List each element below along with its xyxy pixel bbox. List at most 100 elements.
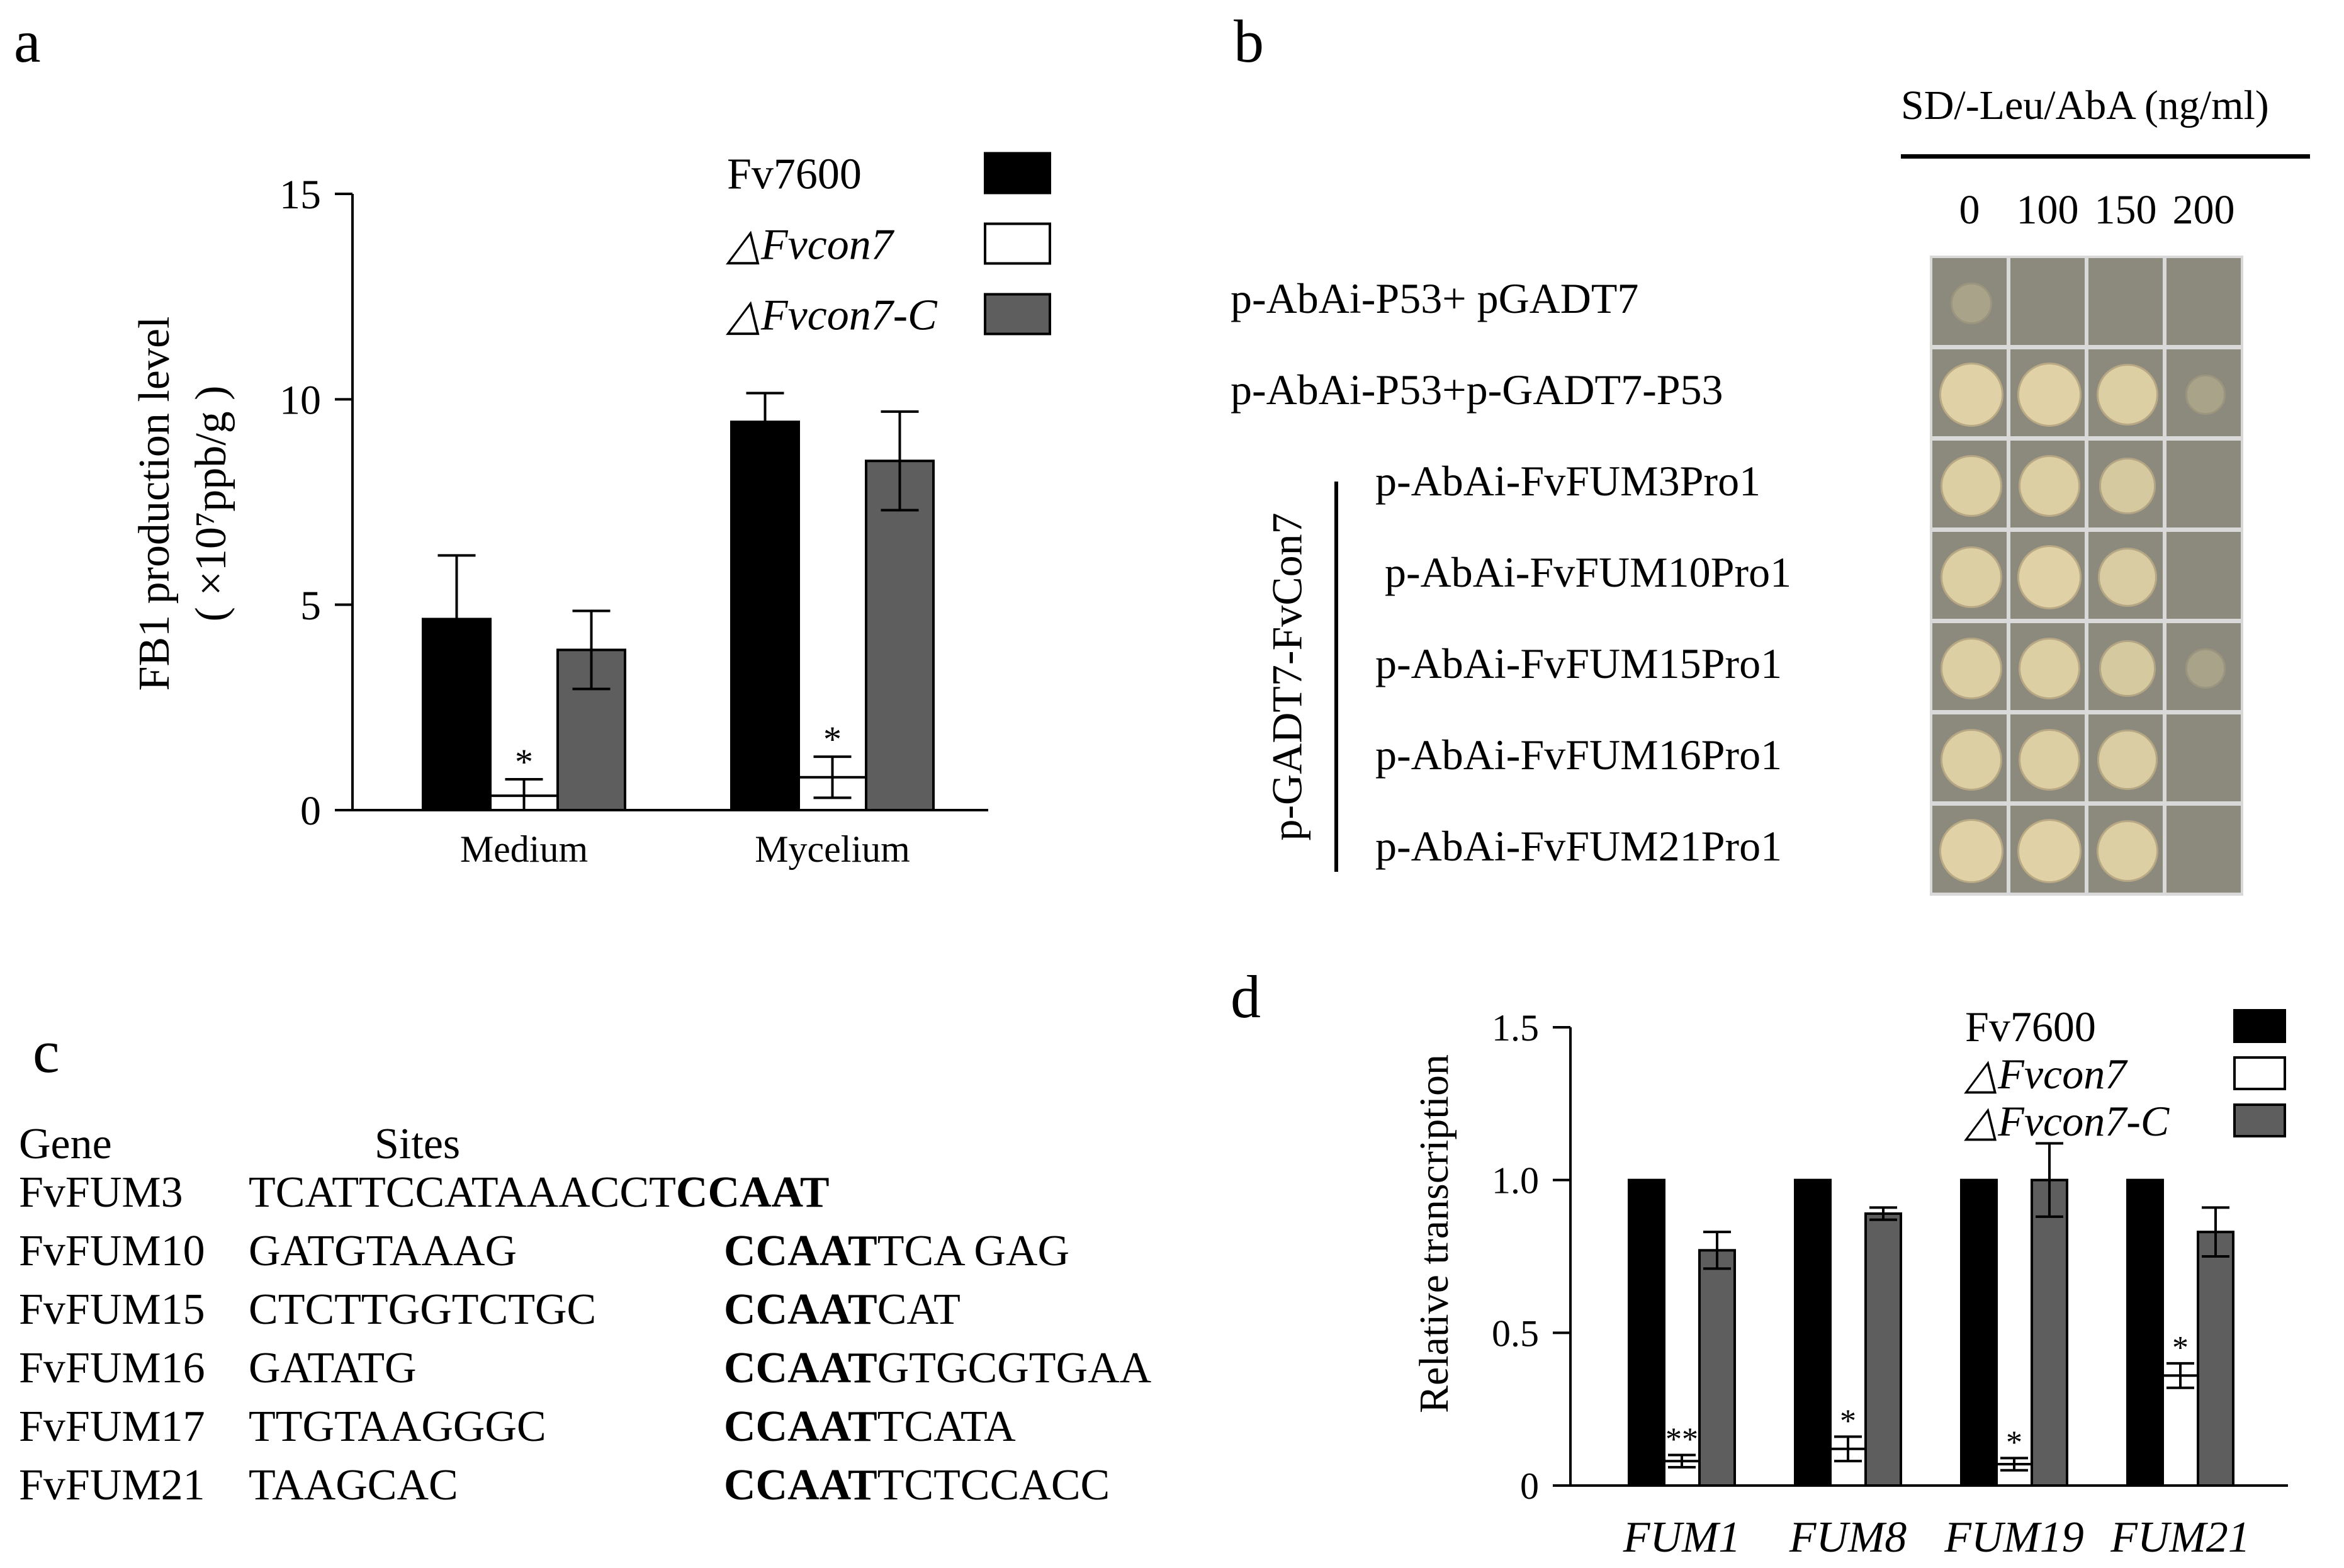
sequence-post: TCATA — [877, 1402, 1016, 1451]
plate-well — [2167, 714, 2241, 801]
y-tick-label: 15 — [279, 172, 321, 218]
significance-mark: ** — [1665, 1421, 1698, 1457]
plate-well — [1932, 441, 2007, 527]
plate-well — [1932, 806, 2007, 893]
error-bar — [746, 392, 784, 452]
ccaat-motif: CCAAT — [724, 1344, 877, 1392]
yeast-colony — [2097, 364, 2158, 426]
sequence-post: GTGCGTGAA — [877, 1344, 1152, 1392]
plate-well — [2010, 623, 2085, 710]
significance-mark: * — [2172, 1330, 2189, 1366]
x-category-label: FUM21 — [2110, 1513, 2250, 1562]
panel-label-b: b — [1234, 8, 1264, 75]
panel-label-c: c — [33, 1018, 60, 1085]
x-category-label: FUM19 — [1944, 1513, 2084, 1562]
plate-well — [2088, 349, 2163, 436]
legend-swatch — [984, 293, 1051, 336]
x-category-label: FUM1 — [1623, 1513, 1741, 1562]
legend-swatch — [2233, 1056, 2286, 1090]
gene-name: FvFUM21 — [19, 1461, 205, 1509]
significance-mark: * — [2006, 1424, 2022, 1460]
error-bar — [505, 778, 543, 811]
yeast-colony — [1939, 819, 2003, 883]
y-axis-title: Relative transcription — [1411, 1054, 1457, 1413]
sequence-pre: TCATTCCATAAACCT — [249, 1168, 676, 1217]
x-category-label: FUM8 — [1789, 1513, 1907, 1562]
plate-well — [2167, 441, 2241, 527]
plate-well — [1932, 714, 2007, 801]
yeast-colony — [2097, 820, 2158, 882]
significance-mark: * — [515, 742, 533, 782]
plate-well — [2167, 349, 2241, 436]
plate-well — [2088, 532, 2163, 619]
plate-well — [2088, 714, 2163, 801]
plate-header-rule — [1901, 154, 2310, 159]
sites-header-gene: Gene — [19, 1120, 112, 1168]
plate-well — [2167, 258, 2241, 345]
yeast-colony — [2019, 638, 2080, 699]
y-tick-label: 0.5 — [1492, 1312, 1539, 1354]
construct-label: p-AbAi-FvFUM15Pro1 — [1375, 640, 1783, 687]
gene-name: FvFUM16 — [19, 1344, 205, 1392]
legend-swatch — [984, 152, 1051, 195]
yeast-colony — [1941, 455, 2002, 517]
error-bar — [2000, 1457, 2028, 1472]
plate-well — [2088, 258, 2163, 345]
plate-well — [2010, 349, 2085, 436]
sequence-post: CAT — [877, 1285, 961, 1334]
error-bar — [881, 410, 919, 512]
yeast-colony — [2099, 640, 2156, 697]
concentration-label: 100 — [2016, 187, 2079, 233]
concentration-label: 150 — [2094, 187, 2157, 233]
y-tick-label: 1.5 — [1492, 1007, 1539, 1049]
error-bar — [1668, 1453, 1696, 1469]
binding-sequence-motif: CCAATTCA GAG — [724, 1226, 1069, 1277]
ccaat-motif: CCAAT — [724, 1227, 877, 1275]
yeast-colony — [1941, 638, 2002, 699]
y-tick-label: 5 — [300, 583, 321, 629]
plate-well — [2088, 441, 2163, 527]
plate-well — [2167, 806, 2241, 893]
y-tick-label: 10 — [279, 377, 321, 423]
legend-label: △Fvcon7-C — [726, 291, 938, 340]
sequence-post: TCA GAG — [877, 1227, 1069, 1275]
ccaat-motif: CCAAT — [724, 1285, 877, 1334]
plate-well — [2167, 623, 2241, 710]
y-axis-title-text: Relative transcription — [1411, 1054, 1457, 1413]
bar-fum21-s2 — [2197, 1231, 2234, 1487]
legend-label: △Fvcon7 — [1964, 1050, 2128, 1098]
error-bar — [2167, 1362, 2194, 1389]
plate-well — [1932, 349, 2007, 436]
binding-sequence: TCATTCCATAAACCTCCAAT — [249, 1168, 830, 1218]
group-bracket — [1334, 482, 1338, 872]
legend-label: △Fvcon7 — [726, 221, 895, 269]
yeast-colony — [2017, 545, 2082, 609]
gene-name: FvFUM15 — [19, 1285, 205, 1334]
gene-name: FvFUM17 — [19, 1402, 205, 1451]
ccaat-motif: CCAAT — [675, 1168, 830, 1217]
binding-sequence-motif: CCAATTCATA — [724, 1402, 1016, 1452]
construct-label: p-AbAi-FvFUM21Pro1 — [1375, 822, 1783, 870]
error-bar — [2036, 1142, 2063, 1218]
concentration-label: 0 — [1959, 187, 1980, 233]
yeast-colony — [2185, 375, 2226, 415]
construct-label: p-AbAi-P53+ pGADT7 — [1231, 274, 1639, 322]
sequence-pre: GATATG — [249, 1344, 417, 1392]
plate-well — [1932, 258, 2007, 345]
plate-well — [2010, 532, 2085, 619]
yeast-colony — [2017, 819, 2082, 883]
bar-fum21-s1 — [2161, 1374, 2199, 1487]
gene-name: FvFUM10 — [19, 1227, 205, 1275]
plate-well — [2010, 441, 2085, 527]
error-bar — [813, 755, 852, 799]
plate-well — [2010, 806, 2085, 893]
construct-label: p-AbAi-FvFUM16Pro1 — [1375, 731, 1783, 779]
bar-mycelium-s2 — [865, 460, 935, 811]
legend-swatch — [2233, 1103, 2286, 1137]
yeast-colony — [1939, 363, 2003, 427]
yeast-colony — [2017, 363, 2082, 427]
x-category-label: Mycelium — [755, 828, 910, 870]
bar-mycelium-s0 — [730, 420, 800, 811]
legend-swatch — [984, 222, 1051, 265]
